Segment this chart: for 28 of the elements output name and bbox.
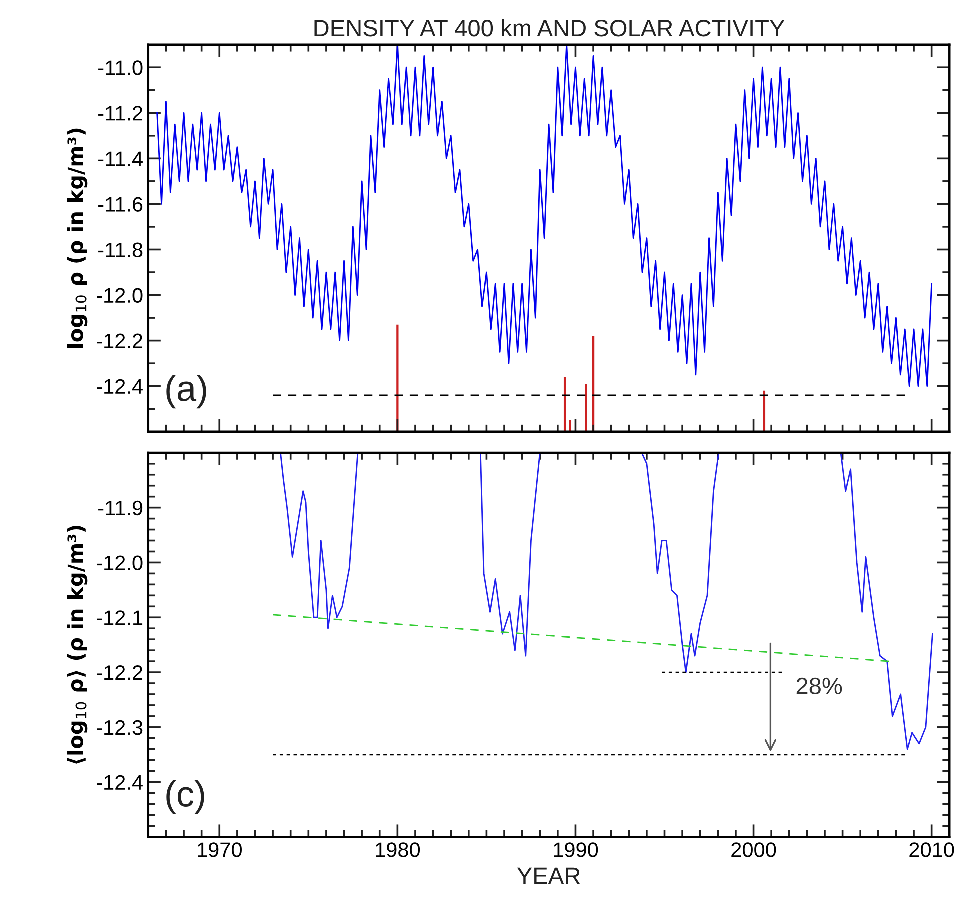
y-tick-label: -12.1 xyxy=(96,610,143,626)
y-tick-label: -11.8 xyxy=(98,242,143,258)
y-tick-label: -12.2 xyxy=(96,334,143,348)
y-tick-label: -12.3 xyxy=(96,720,143,736)
y-tick-label: -11.2 xyxy=(98,106,143,121)
annotation: (c) xyxy=(166,780,204,814)
bar xyxy=(585,384,588,432)
y-tick-label: -11.9 xyxy=(98,500,143,516)
y-tick-label: -11.6 xyxy=(98,197,143,212)
y-tick-label: -12.0 xyxy=(96,556,143,570)
y-tick-label: -12.4 xyxy=(96,775,143,790)
x-tick-label: 2010 xyxy=(910,842,954,858)
y-axis-title: log$_{10}$ ρ (ρ in kg/m³) xyxy=(67,128,88,348)
chart-title: DENSITY AT 400 km AND SOLAR ACTIVITY xyxy=(314,19,785,37)
x-tick-label: 1990 xyxy=(554,842,598,858)
x-tick-label: 2000 xyxy=(732,842,776,858)
annotation: 28% xyxy=(796,678,842,695)
x-tick-label: 1970 xyxy=(198,842,242,858)
y-tick-label: -12.2 xyxy=(96,666,143,680)
annotation: (a) xyxy=(166,374,206,409)
y-tick-label: -12.0 xyxy=(96,288,143,304)
x-axis-title: YEAR xyxy=(517,868,580,884)
y-tick-label: -11.0 xyxy=(98,60,143,76)
y-tick-label: -11.4 xyxy=(98,152,143,166)
x-tick-label: 1980 xyxy=(376,842,420,858)
y-tick-label: -12.4 xyxy=(96,379,143,394)
y-axis-title: ⟨log$_{10}$ ρ⟩ (ρ in kg/m³) xyxy=(67,526,88,764)
bar xyxy=(564,377,566,432)
